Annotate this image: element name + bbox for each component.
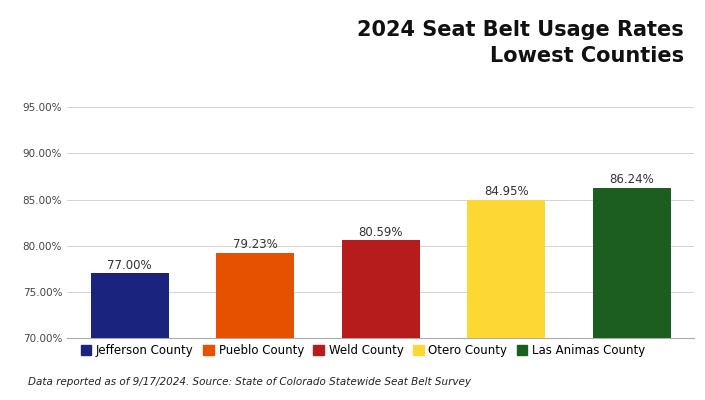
Text: 79.23%: 79.23% [233, 238, 278, 251]
Bar [593, 188, 670, 400]
Text: 80.59%: 80.59% [358, 226, 403, 238]
Bar [216, 253, 294, 400]
Bar [342, 240, 419, 400]
Text: 2024 Seat Belt Usage Rates
Lowest Counties: 2024 Seat Belt Usage Rates Lowest Counti… [357, 20, 684, 66]
Text: 86.24%: 86.24% [609, 174, 654, 186]
Bar [91, 273, 168, 400]
Bar [467, 200, 545, 400]
Text: 84.95%: 84.95% [484, 185, 529, 198]
Text: 77.00%: 77.00% [107, 259, 152, 272]
Legend: Jefferson County, Pueblo County, Weld County, Otero County, Las Animas County: Jefferson County, Pueblo County, Weld Co… [80, 344, 646, 357]
Text: Data reported as of 9/17/2024. Source: State of Colorado Statewide Seat Belt Sur: Data reported as of 9/17/2024. Source: S… [28, 377, 471, 387]
